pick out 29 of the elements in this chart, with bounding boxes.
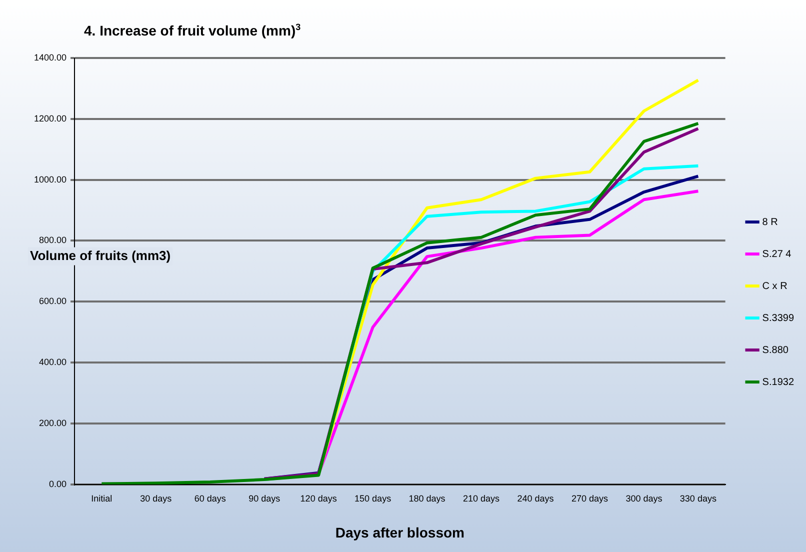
y-tick-label: 1000.00 [34, 174, 67, 184]
x-tick-label: 240 days [517, 493, 554, 504]
y-tick-label: 400.00 [39, 357, 67, 368]
y-axis-title: Volume of fruits (mm3) [30, 248, 171, 263]
legend-label: S.27 4 [762, 248, 792, 260]
legend-label: C x R [762, 280, 788, 292]
y-tick-label: 800.00 [39, 235, 67, 246]
legend-label: S.3399 [762, 312, 794, 324]
y-tick-label: 0.00 [49, 478, 67, 489]
x-tick-label: Initial [91, 493, 112, 504]
x-tick-label: 270 days [571, 493, 608, 504]
y-tick-label: 600.00 [39, 296, 67, 306]
x-tick-label: 300 days [626, 493, 663, 504]
legend-label: S.880 [762, 344, 789, 356]
legend-label: 8 R [762, 216, 778, 228]
x-tick-label: 180 days [408, 493, 446, 504]
x-tick-label: 210 days [463, 493, 500, 504]
y-tick-label: 1400.00 [34, 52, 67, 62]
x-tick-label: 150 days [354, 493, 392, 504]
x-tick-label: 120 days [300, 493, 338, 504]
chart-title: 4. Increase of fruit volume (mm)$^{3}$ [84, 22, 301, 39]
x-tick-label: 330 days [680, 493, 717, 504]
x-tick-label: 90 days [248, 493, 281, 504]
x-tick-label: 60 days [194, 493, 226, 504]
x-axis-title: Days after blossom [335, 524, 465, 540]
y-tick-label: 200.00 [39, 418, 67, 428]
x-tick-label: 30 days [140, 493, 172, 504]
legend-label: S.1932 [762, 376, 794, 388]
y-tick-label: 1200.00 [34, 113, 67, 124]
